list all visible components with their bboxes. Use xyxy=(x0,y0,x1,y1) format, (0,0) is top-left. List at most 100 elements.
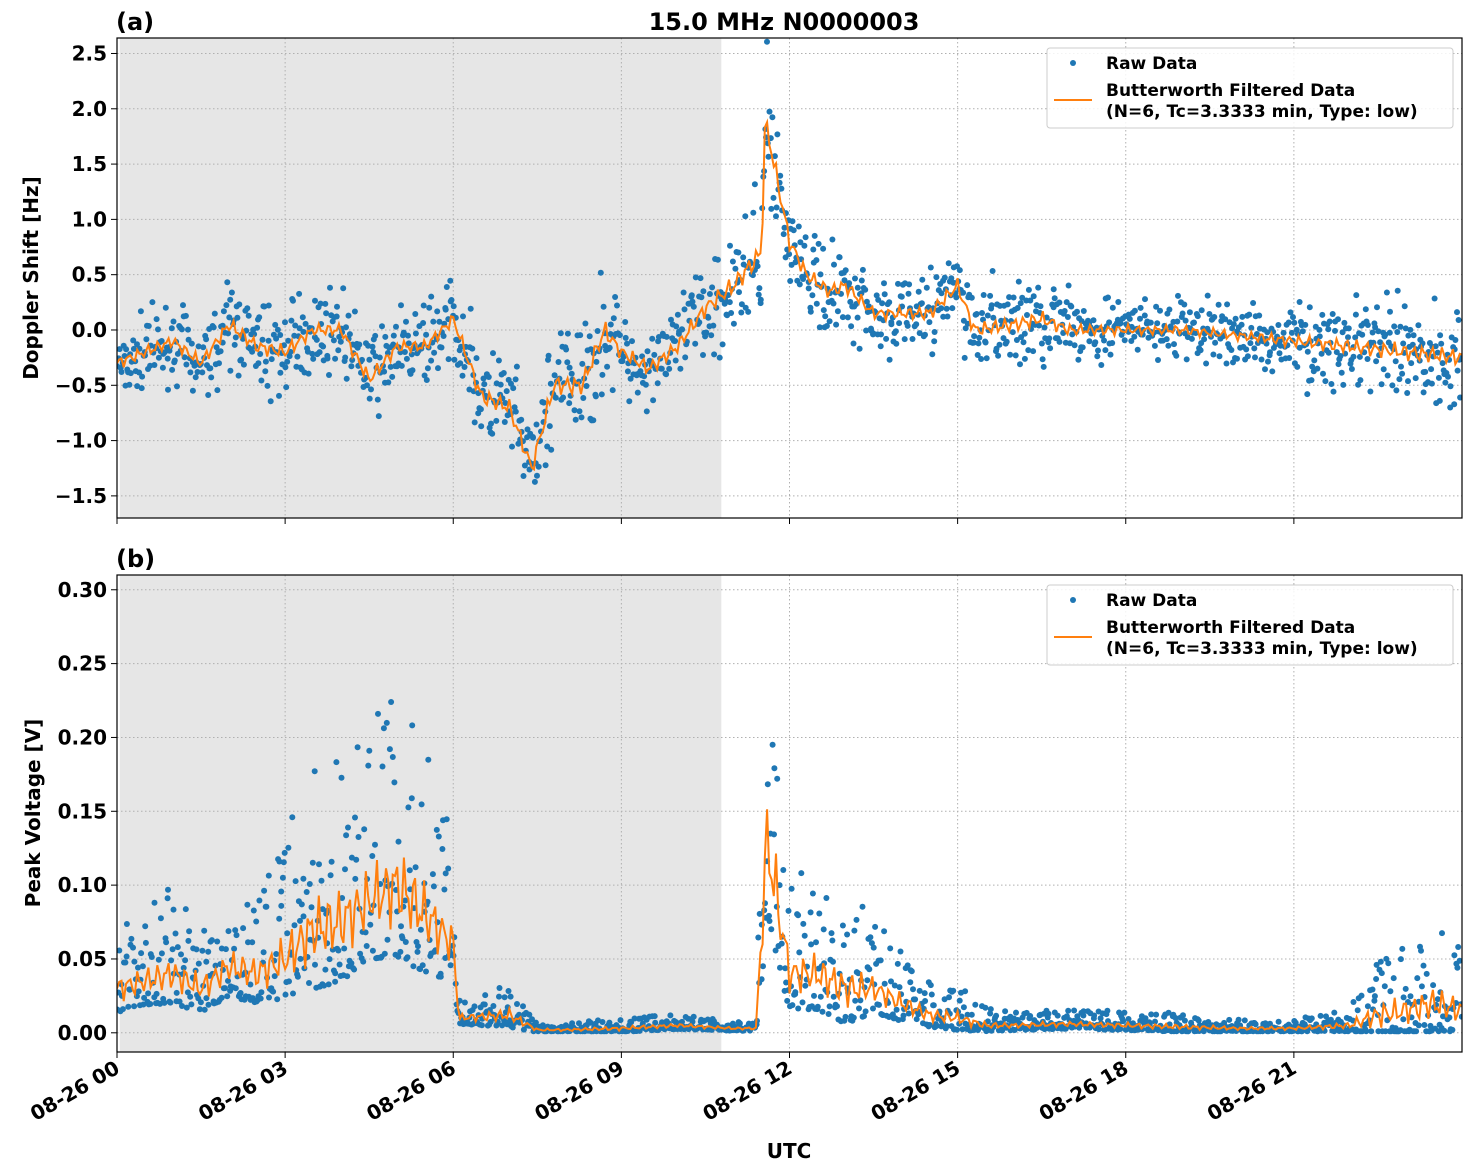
raw-data-point xyxy=(321,982,327,989)
raw-data-point xyxy=(1036,322,1042,329)
y-axis-label-b: Peak Voltage [V] xyxy=(21,719,45,908)
raw-data-point xyxy=(642,381,649,388)
raw-data-point xyxy=(667,1012,674,1019)
raw-data-point xyxy=(1013,337,1020,343)
raw-data-point xyxy=(303,889,310,895)
raw-data-point xyxy=(259,336,266,343)
raw-data-point xyxy=(184,989,191,996)
raw-data-point xyxy=(1131,307,1138,314)
raw-data-point xyxy=(1079,344,1086,351)
raw-data-point xyxy=(117,947,123,954)
raw-data-point xyxy=(195,343,202,350)
raw-data-point xyxy=(905,290,912,297)
raw-data-point xyxy=(1290,314,1296,321)
raw-data-point xyxy=(1071,1007,1078,1014)
raw-data-point xyxy=(207,365,214,372)
raw-data-point xyxy=(766,912,772,919)
raw-data-point xyxy=(768,205,775,212)
raw-data-point xyxy=(956,267,963,274)
raw-data-point xyxy=(424,365,431,372)
raw-data-point xyxy=(533,421,540,428)
raw-data-point xyxy=(1109,340,1116,346)
raw-data-point xyxy=(1157,307,1163,314)
raw-data-point xyxy=(1092,339,1099,346)
raw-data-point xyxy=(1352,334,1359,341)
raw-data-point xyxy=(1148,1011,1155,1018)
raw-data-point xyxy=(333,313,340,320)
legend-raw-label: Raw Data xyxy=(1106,54,1197,74)
raw-data-point xyxy=(954,1026,960,1033)
raw-data-point xyxy=(690,1013,697,1020)
raw-data-point xyxy=(390,332,397,339)
raw-data-point xyxy=(141,994,148,1001)
raw-data-point xyxy=(828,930,835,937)
raw-data-point xyxy=(834,308,841,315)
x-tick-label: 08-26 06 xyxy=(362,1056,460,1126)
raw-data-point xyxy=(829,236,836,243)
raw-data-point xyxy=(983,355,990,362)
raw-data-point xyxy=(1377,339,1384,346)
raw-data-point xyxy=(697,275,704,282)
raw-data-point xyxy=(677,365,684,372)
raw-data-point xyxy=(409,722,416,729)
raw-data-point xyxy=(944,313,951,320)
panel-a-label: (a) xyxy=(116,8,154,36)
raw-data-point xyxy=(165,386,171,393)
raw-data-point xyxy=(787,278,794,284)
raw-data-point xyxy=(881,928,888,935)
raw-data-point xyxy=(145,323,152,329)
raw-data-point xyxy=(654,380,661,387)
raw-data-point xyxy=(1063,299,1070,306)
raw-data-point xyxy=(778,940,785,947)
raw-data-point xyxy=(158,338,165,344)
raw-data-point xyxy=(886,299,893,306)
raw-data-point xyxy=(437,973,444,980)
raw-data-point xyxy=(1126,315,1133,322)
raw-data-point xyxy=(959,1026,966,1033)
raw-data-point xyxy=(943,305,950,312)
raw-data-point xyxy=(1317,1012,1324,1019)
raw-data-point xyxy=(294,973,301,980)
raw-data-point xyxy=(1434,349,1441,356)
raw-data-point xyxy=(333,759,340,766)
raw-data-point xyxy=(372,841,378,848)
raw-data-point xyxy=(1068,303,1075,310)
raw-data-point xyxy=(956,997,963,1004)
raw-data-point xyxy=(178,326,185,333)
raw-data-point xyxy=(1335,316,1341,323)
raw-data-point xyxy=(220,308,227,315)
raw-data-point xyxy=(261,887,268,894)
raw-data-point xyxy=(864,977,871,984)
raw-data-point xyxy=(703,329,710,336)
raw-data-point xyxy=(520,1003,526,1010)
raw-data-point xyxy=(1101,337,1107,344)
raw-data-point xyxy=(1104,1007,1111,1014)
raw-data-point xyxy=(341,945,348,952)
raw-data-point xyxy=(1251,345,1258,352)
raw-data-point xyxy=(1394,329,1401,335)
raw-data-point xyxy=(225,977,231,984)
raw-data-point xyxy=(888,978,894,985)
raw-data-point xyxy=(257,995,264,1002)
raw-data-point xyxy=(1038,340,1045,347)
raw-data-point xyxy=(1262,366,1268,373)
raw-data-point xyxy=(223,302,230,309)
raw-data-point xyxy=(606,1019,613,1026)
raw-data-point xyxy=(870,944,877,951)
raw-data-point xyxy=(810,246,817,253)
raw-data-point xyxy=(179,1003,185,1009)
raw-data-point xyxy=(593,358,600,365)
raw-data-point xyxy=(1175,292,1181,299)
raw-data-point xyxy=(439,846,446,852)
raw-data-point xyxy=(187,993,194,1000)
raw-data-point xyxy=(609,387,616,394)
raw-data-point xyxy=(1252,1021,1259,1028)
raw-data-point xyxy=(1373,976,1380,982)
raw-data-point xyxy=(297,917,303,924)
raw-data-point xyxy=(197,999,204,1006)
raw-data-point xyxy=(514,1001,520,1007)
raw-data-point xyxy=(1230,321,1237,328)
raw-data-point xyxy=(278,888,285,895)
raw-data-point xyxy=(136,369,143,376)
